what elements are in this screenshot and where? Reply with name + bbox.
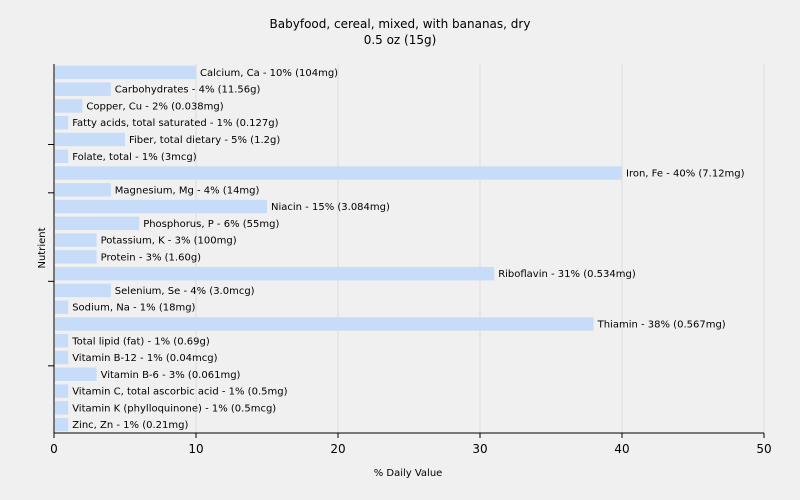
bar-label: Fatty acids, total saturated - 1% (0.127… (72, 118, 278, 129)
x-tick-label: 40 (614, 442, 629, 456)
bar (55, 317, 594, 331)
bar-label: Thiamin - 38% (0.567mg) (597, 319, 726, 330)
bar-label: Sodium, Na - 1% (18mg) (72, 303, 195, 314)
bar-label: Fiber, total dietary - 5% (1.2g) (129, 135, 280, 146)
bar-label: Calcium, Ca - 10% (104mg) (200, 68, 338, 79)
bar-label: Zinc, Zn - 1% (0.21mg) (72, 420, 188, 431)
bar (55, 199, 267, 214)
bar-label: Carbohydrates - 4% (11.56g) (115, 85, 261, 96)
bar (55, 384, 69, 398)
bar (55, 350, 69, 365)
bar (55, 65, 196, 80)
axes (48, 64, 764, 434)
bar (55, 99, 83, 113)
bars: Calcium, Ca - 10% (104mg) Carbohydrates -… (55, 65, 745, 432)
bar-label: Selenium, Se - 4% (3.0mcg) (115, 286, 255, 297)
bar-label: Vitamin K (phylloquinone) - 1% (0.5mcg) (72, 403, 276, 414)
bar (55, 367, 97, 382)
bar-label: Niacin - 15% (3.084mg) (271, 202, 390, 213)
x-tick-labels: 0 10 20 30 40 50 (50, 433, 772, 456)
x-tick-label: 0 (50, 442, 58, 456)
bar (55, 115, 69, 130)
bar (55, 250, 97, 264)
bar (55, 401, 69, 415)
gridlines (195, 64, 765, 433)
bar (55, 300, 69, 314)
x-tick-label: 20 (330, 442, 345, 456)
bar (55, 266, 495, 281)
x-axis-title: % Daily Value (374, 468, 443, 479)
bar-label: Folate, total - 1% (3mcg) (72, 152, 197, 163)
x-tick-label: 10 (188, 442, 203, 456)
bar-label: Copper, Cu - 2% (0.038mg) (86, 101, 223, 112)
y-axis-title: Nutrient (37, 227, 48, 268)
chart-subtitle: 0.5 oz (15g) (364, 33, 437, 47)
bar-label: Riboflavin - 31% (0.534mg) (498, 269, 636, 280)
bar-label: Potassium, K - 3% (100mg) (101, 236, 237, 247)
bar (55, 334, 69, 348)
bar (55, 82, 111, 96)
bar-label: Protein - 3% (1.60g) (101, 252, 202, 263)
bar (55, 417, 69, 432)
bar-label: Vitamin B-6 - 3% (0.061mg) (101, 370, 241, 381)
bar (55, 233, 97, 247)
bar (55, 166, 622, 180)
bar-label: Vitamin B-12 - 1% (0.04mcg) (72, 353, 217, 364)
x-tick-label: 30 (472, 442, 487, 456)
bar (55, 132, 125, 147)
x-tick-label: 50 (756, 442, 771, 456)
bar (55, 216, 140, 231)
bar (55, 283, 111, 298)
bar-label: Vitamin C, total ascorbic acid - 1% (0.5… (72, 387, 287, 398)
bar-label: Iron, Fe - 40% (7.12mg) (626, 169, 745, 180)
bar-label: Total lipid (fat) - 1% (0.69g) (71, 336, 210, 347)
bar-label: Phosphorus, P - 6% (55mg) (143, 219, 279, 230)
bar-label: Magnesium, Mg - 4% (14mg) (115, 185, 260, 196)
bar (55, 149, 69, 163)
bar (55, 183, 111, 197)
chart-title: Babyfood, cereal, mixed, with bananas, d… (270, 17, 531, 31)
